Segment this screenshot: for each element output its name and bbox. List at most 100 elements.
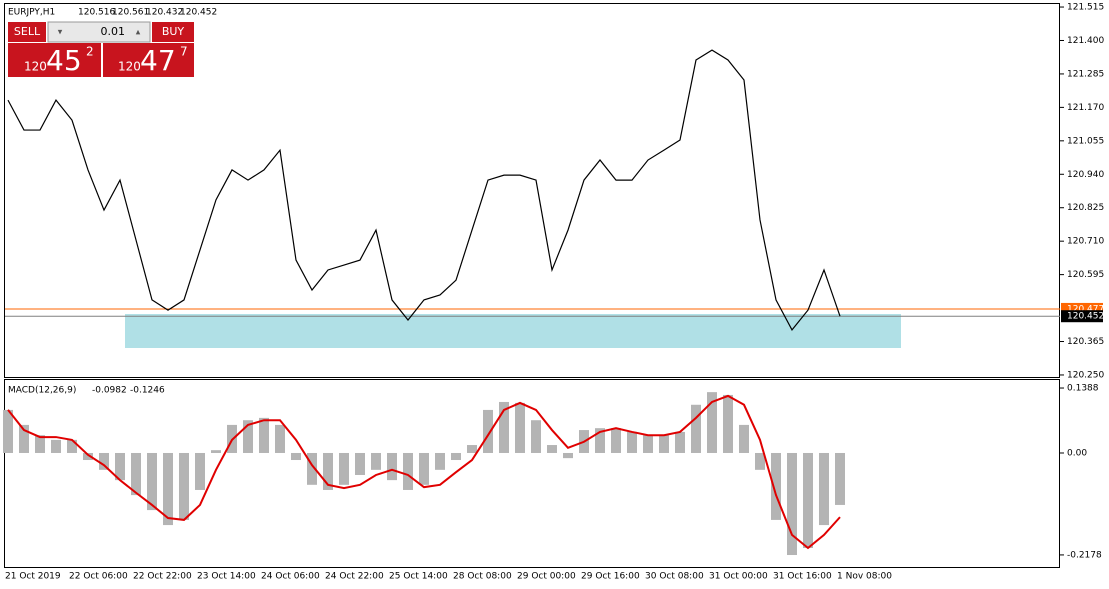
macd-bar: [659, 435, 669, 453]
macd-bar: [819, 452, 829, 526]
macd-bar: [35, 435, 45, 453]
macd-bar: [163, 452, 173, 526]
macd-bar: [451, 452, 461, 461]
macd-bar: [83, 452, 93, 461]
macd-main: -0.0982: [92, 386, 127, 396]
macd-bar: [707, 392, 717, 453]
price-tag-label: 120.477: [1067, 304, 1104, 314]
y-tick-label: 0.00: [1067, 448, 1087, 458]
high: 120.561: [112, 8, 149, 18]
macd-bar: [547, 445, 557, 453]
y-tick-label: 120.250: [1067, 370, 1104, 380]
low: 120.432: [146, 8, 183, 18]
macd-bar: [627, 431, 637, 453]
sell-price-box[interactable]: [8, 43, 101, 77]
buy-label: BUY: [162, 25, 185, 38]
buy-price-box[interactable]: [103, 43, 194, 77]
price-tag: [1061, 310, 1103, 323]
trade-panel: SELL ▾ ▴ 0.01 BUY 120 45 2 120 47 7: [8, 21, 194, 77]
signal-line: [7, 394, 841, 550]
macd-bar: [195, 452, 205, 490]
x-tick-label: 28 Oct 08:00: [453, 572, 512, 582]
macd-bar: [339, 452, 349, 485]
macd-bar: [387, 452, 397, 481]
macd-bar: [275, 424, 285, 453]
macd-bar: [291, 452, 301, 461]
sell-big: 120: [24, 60, 47, 74]
macd-bar: [803, 452, 813, 548]
y-tick-label: 121.170: [1067, 103, 1104, 113]
macd-bar: [435, 452, 445, 470]
buy-button[interactable]: [152, 22, 194, 42]
x-tick-label: 24 Oct 22:00: [325, 572, 384, 582]
sell-button[interactable]: [8, 22, 46, 42]
buy-point: 7: [180, 45, 188, 59]
x-tick-label: 21 Oct 2019: [5, 572, 61, 582]
buy-big: 120: [118, 60, 141, 74]
macd-bar: [259, 417, 269, 453]
macd-bar: [515, 402, 525, 453]
macd-bar: [835, 452, 845, 505]
macd-bar: [19, 424, 29, 453]
macd-bar: [755, 452, 765, 470]
macd-bar: [355, 452, 365, 475]
macd-panel: [4, 379, 1060, 568]
macd-bar: [563, 452, 573, 459]
x-tick-label: 23 Oct 14:00: [197, 572, 256, 582]
sell-pips: 45: [46, 44, 82, 77]
lot-up: ▴: [136, 28, 141, 38]
macd-bar: [131, 452, 141, 496]
macd-bar: [51, 439, 61, 453]
macd-bar: [723, 394, 733, 453]
y-tick-label: 120.595: [1067, 270, 1104, 280]
x-tick-label: 22 Oct 06:00: [69, 572, 128, 582]
macd-bar: [99, 452, 109, 470]
y-tick-label: 120.365: [1067, 337, 1104, 347]
lot-down: ▾: [58, 28, 63, 38]
macd-bar: [611, 428, 621, 453]
macd-bar: [467, 445, 477, 453]
x-tick-label: 29 Oct 16:00: [581, 572, 640, 582]
macd-bar: [739, 424, 749, 453]
macd-bar: [771, 452, 781, 520]
macd-bar: [3, 409, 13, 453]
macd-bar: [147, 452, 157, 511]
macd-signal: -0.1246: [130, 386, 165, 396]
close: 120.452: [180, 8, 217, 18]
y-tick-label: 121.285: [1067, 69, 1104, 79]
lot-box[interactable]: [47, 21, 151, 43]
macd-bar: [243, 420, 253, 453]
sell-label: SELL: [14, 25, 41, 38]
macd-bar: [115, 452, 125, 481]
y-tick-label: 0.1388: [1067, 384, 1099, 394]
macd-bar: [307, 452, 317, 485]
macd-bar: [371, 452, 381, 470]
macd-bar: [531, 420, 541, 453]
macd-bar: [643, 435, 653, 453]
x-tick-label: 29 Oct 00:00: [517, 572, 576, 582]
macd-bar: [179, 452, 189, 520]
x-tick-label: 25 Oct 14:00: [389, 572, 448, 582]
lot-size: 0.01: [101, 25, 126, 38]
macd-bar: [483, 409, 493, 453]
macd-bar: [419, 452, 429, 485]
price-line-series: [7, 49, 841, 331]
y-tick-label: -0.2178: [1067, 550, 1102, 560]
macd-bar: [499, 401, 509, 453]
macd-bar: [211, 450, 221, 453]
y-tick-label: 120.710: [1067, 237, 1104, 247]
y-tick-label: 120.825: [1067, 203, 1104, 213]
price-tag-label: 120.452: [1067, 312, 1104, 322]
buy-pips: 47: [140, 44, 176, 77]
macd-bar: [595, 428, 605, 453]
macd-bar: [403, 452, 413, 490]
x-tick-label: 24 Oct 06:00: [261, 572, 320, 582]
x-tick-label: 1 Nov 08:00: [837, 572, 892, 582]
x-tick-label: 30 Oct 08:00: [645, 572, 704, 582]
y-tick-label: 121.055: [1067, 136, 1104, 146]
macd-bar: [691, 404, 701, 453]
macd-title: MACD(12,26,9): [8, 386, 76, 396]
price-panel: [4, 3, 1060, 378]
